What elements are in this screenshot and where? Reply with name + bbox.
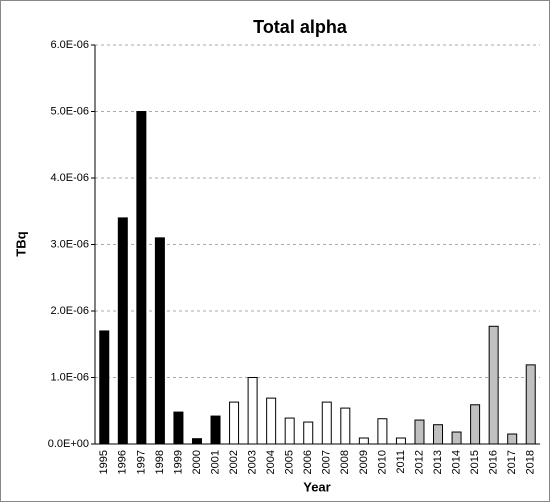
- y-axis-label: TBq: [13, 231, 28, 256]
- x-tick-label: 2005: [284, 450, 296, 474]
- x-tick-label: 2006: [302, 450, 314, 474]
- x-tick-label: 2010: [376, 450, 388, 474]
- bar: [266, 397, 277, 445]
- y-tick-label: 2.0E-06: [50, 305, 89, 317]
- y-tick-label: 3.0E-06: [50, 238, 89, 250]
- bar: [154, 237, 165, 445]
- bar: [358, 437, 369, 445]
- bar: [173, 411, 184, 445]
- bar: [340, 407, 351, 445]
- x-tick-label: 2011: [395, 450, 407, 474]
- x-tick-label: 2016: [488, 450, 500, 474]
- x-tick-label: 2017: [506, 450, 518, 474]
- y-tick-label: 0.0E+00: [48, 438, 89, 450]
- bar: [136, 111, 147, 445]
- x-tick-label: 2000: [191, 450, 203, 474]
- x-tick-label: 2014: [450, 450, 462, 474]
- x-tick-label: 2003: [247, 450, 259, 474]
- bar: [377, 418, 388, 445]
- bar: [525, 364, 536, 445]
- bar: [191, 438, 202, 445]
- bar: [303, 421, 314, 445]
- bar: [395, 437, 406, 445]
- bar: [284, 417, 295, 445]
- x-tick-label: 2009: [358, 450, 370, 474]
- x-tick-label: 1999: [172, 450, 184, 474]
- bar: [470, 404, 481, 445]
- x-tick-label: 1996: [117, 450, 129, 474]
- x-axis-label: Year: [303, 479, 330, 494]
- bar: [99, 330, 110, 445]
- x-tick-label: 2013: [432, 450, 444, 474]
- x-tick-label: 1995: [98, 450, 110, 474]
- x-tick-label: 1998: [154, 450, 166, 474]
- x-tick-label: 2015: [469, 450, 481, 474]
- x-tick-label: 2004: [265, 450, 277, 474]
- y-tick-label: 1.0E-06: [50, 371, 89, 383]
- bar: [451, 431, 462, 445]
- x-tick-label: 1997: [135, 450, 147, 474]
- x-tick-label: 2012: [413, 450, 425, 474]
- x-tick-label: 2002: [228, 450, 240, 474]
- x-tick-label: 2007: [321, 450, 333, 474]
- y-tick-label: 6.0E-06: [50, 39, 89, 51]
- x-tick-label: 2008: [339, 450, 351, 474]
- x-tick-label: 2018: [525, 450, 537, 474]
- chart-title: Total alpha: [253, 17, 348, 37]
- bar: [433, 424, 444, 445]
- y-tick-label: 4.0E-06: [50, 172, 89, 184]
- bar: [210, 415, 221, 445]
- y-tick-label: 5.0E-06: [50, 105, 89, 117]
- bar: [507, 433, 518, 445]
- bar: [488, 325, 499, 445]
- x-tick-label: 2001: [209, 450, 221, 474]
- bar: [117, 217, 128, 445]
- bar: [229, 401, 240, 445]
- bar: [414, 419, 425, 445]
- bar: [321, 401, 332, 445]
- bar: [247, 377, 258, 445]
